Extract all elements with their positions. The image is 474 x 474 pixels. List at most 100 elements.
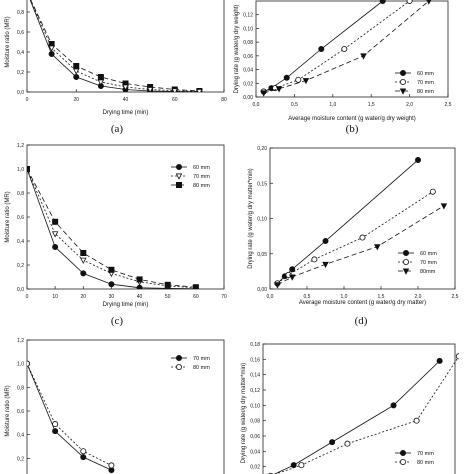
x-tick-label: 1,5 (368, 102, 375, 108)
series-0 (274, 156, 421, 287)
y-tick-label: 0,04 (243, 68, 253, 74)
data-point (136, 284, 143, 289)
x-tick-label: 40 (123, 97, 129, 103)
data-point (318, 46, 325, 53)
series-line (273, 360, 440, 474)
data-point (436, 357, 443, 364)
plot-area (27, 165, 200, 289)
x-tick-label: 20 (81, 294, 87, 300)
data-point (196, 89, 203, 92)
data-point (379, 0, 386, 4)
panel-caption: (d) (355, 315, 368, 327)
y-tick-label: 0,20 (257, 146, 267, 152)
series-0 (260, 0, 386, 95)
plot-area (268, 353, 459, 474)
data-point (311, 256, 318, 263)
chart-panel-c: 0,0 0,2 0,4 0,6 0,8 1,0 1,2 0 10 20 30 40 50 60 70 Dryi… (5, 143, 227, 327)
y-tick-label: 0,16 (250, 357, 260, 363)
data-point (171, 88, 179, 92)
data-point (344, 440, 351, 447)
x-tick-label: 10 (52, 294, 58, 300)
legend-entry: 80 mm (193, 183, 210, 189)
data-point (302, 78, 310, 85)
data-point (108, 266, 115, 273)
plot-frame (262, 343, 456, 474)
x-axis-label: Average moisture content (g water/g dry … (288, 116, 416, 122)
data-point (275, 86, 283, 93)
series-line (30, 0, 200, 92)
data-point (48, 45, 55, 52)
data-point (52, 243, 59, 250)
series-1 (274, 188, 436, 287)
data-point (399, 70, 406, 77)
y-axis-label: Drying rate (g water/g dry matter*min) (248, 168, 254, 268)
data-point (27, 165, 30, 172)
legend-entry: 70 mm (193, 356, 210, 362)
legend: 70 mm 80 mm (171, 354, 210, 371)
y-tick-label: 0,8 (17, 191, 24, 197)
data-point (360, 53, 367, 60)
series-line (274, 356, 459, 474)
chart-panel-d: 0,00 0,05 0,10 0,15 0,20 0,0 0,5 1,0 1,5 2,0 2,5 Av… (248, 146, 459, 327)
data-point (402, 268, 410, 275)
y-tick-label: 1,2 (17, 338, 24, 344)
data-point (402, 249, 409, 256)
data-point (51, 231, 59, 238)
x-tick-label: 60 (193, 294, 199, 300)
y-axis-label: Moisture ratio (MR) (5, 191, 11, 242)
y-tick-label: 0,15 (257, 181, 267, 187)
data-point (341, 46, 348, 53)
data-point (108, 462, 115, 469)
y-axis-label: Moisture ratio (MR) (5, 385, 11, 436)
data-point (260, 90, 267, 97)
plot-frame (269, 147, 456, 290)
x-tick-label: 60 (172, 97, 178, 103)
data-point (402, 258, 409, 265)
plot-area (260, 0, 432, 97)
y-tick-label: 0,00 (243, 95, 253, 101)
data-point (80, 454, 87, 461)
x-tick-label: 0 (26, 294, 29, 300)
data-point (73, 63, 80, 70)
legend: 70 mm 80 mm (395, 449, 434, 466)
y-tick-label: 0,0 (17, 287, 24, 293)
y-tick-label: 0,06 (243, 54, 253, 60)
y-tick-label: 0,14 (250, 373, 260, 379)
y-tick-label: 0,2 (17, 456, 24, 462)
data-point (52, 218, 59, 225)
y-tick-label: 1,0 (17, 167, 24, 173)
x-axis-label: Drying time (min) (103, 302, 149, 308)
y-tick-label: 0,2 (17, 263, 24, 269)
legend-entry: 80 mm (417, 89, 434, 95)
series-1 (27, 360, 115, 469)
y-tick-label: 0,04 (250, 449, 260, 455)
series-line (277, 205, 445, 286)
legend-entry: 70 mm (193, 174, 210, 180)
data-point (97, 79, 105, 86)
series-line (277, 159, 419, 284)
x-axis-label: Average moisture content (g water/g dry … (299, 300, 426, 306)
data-point (164, 281, 171, 288)
legend-entry: 80 mm (417, 460, 434, 466)
x-tick-label: 20 (73, 97, 79, 103)
y-tick-label: 0,4 (17, 433, 24, 439)
panel-caption: (a) (111, 123, 124, 135)
y-tick-label: 0,12 (250, 388, 260, 394)
y-tick-label: 0,2 (17, 70, 24, 76)
plot-area (274, 156, 448, 289)
series-2 (27, 165, 199, 289)
data-point (283, 74, 290, 81)
y-tick-label: 0,10 (250, 403, 260, 409)
plot-frame (26, 0, 225, 93)
series-2 (260, 0, 432, 97)
data-point (290, 462, 297, 469)
data-point (390, 402, 397, 409)
series-line (30, 0, 200, 92)
y-tick-label: 0,05 (257, 252, 267, 258)
legend-entry: 60 mm (420, 251, 437, 257)
y-tick-label: 0,6 (17, 215, 24, 221)
series-0 (27, 360, 115, 474)
series-2 (274, 203, 448, 289)
data-point (80, 270, 87, 277)
